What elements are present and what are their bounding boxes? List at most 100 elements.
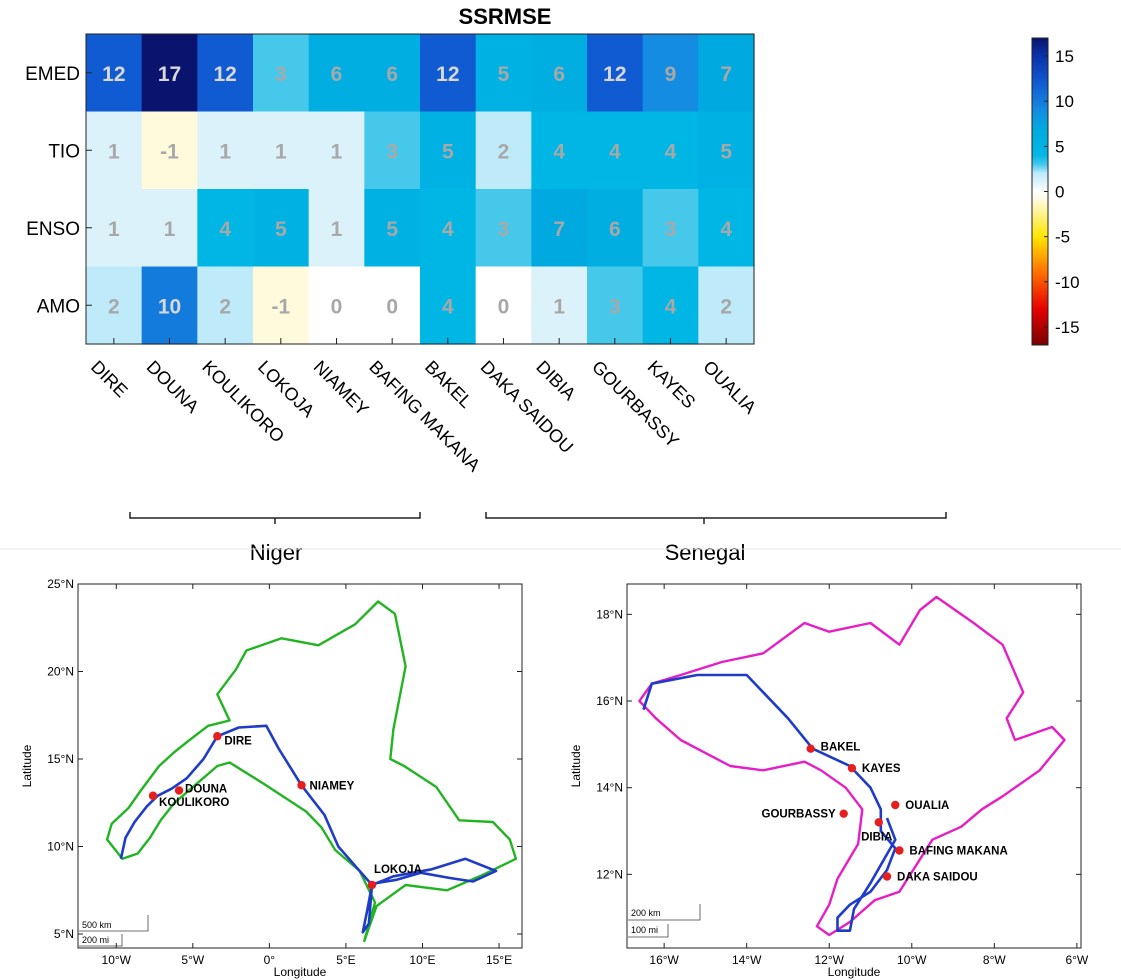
- station-label: DAKA SAIDOU: [897, 872, 978, 884]
- heatmap-cell-value: 4: [553, 140, 565, 163]
- map-ytick-label: 18°N: [596, 607, 623, 621]
- heatmap-cell-value: 6: [386, 63, 398, 86]
- station-marker: [806, 744, 814, 752]
- station-label: LOKOJA: [374, 864, 422, 876]
- station-marker: [175, 786, 183, 794]
- station-marker: [891, 801, 899, 809]
- niger-scale-km: 500 km: [82, 920, 112, 930]
- heatmap-cell-value: 5: [275, 218, 287, 241]
- senegal-scale-mi: 100 mi: [631, 925, 658, 935]
- column-label: OUALIA: [699, 357, 760, 418]
- station-label: DIRE: [224, 735, 252, 747]
- heatmap-cell-value: 7: [720, 63, 732, 86]
- station-label: DIBIA: [861, 831, 892, 843]
- station-marker: [883, 872, 891, 880]
- colorbar-tick-label: -15: [1055, 318, 1080, 337]
- station-marker: [368, 881, 376, 889]
- station-label: BAFING MAKANA: [909, 846, 1007, 858]
- senegal-map: 16°W 14°W 12°W 10°W 8°W 6°W 12°N 14°N 16°N 18°N B…: [569, 584, 1089, 979]
- heatmap-cell-value: 7: [553, 218, 565, 241]
- station-label: KOULIKORO: [159, 797, 229, 809]
- heatmap-cell-value: 4: [665, 140, 677, 163]
- heatmap-cells: 12 17 12 3 6 6 12 5 6 12 9 71 -1 1 1 1 3 5 2 4 4 4 51 1 4 5 1 5 4 3 7 6…: [86, 34, 755, 345]
- station-label: KAYES: [862, 763, 901, 775]
- heatmap-cell-value: 4: [219, 218, 231, 241]
- heatmap-cell-value: 3: [665, 218, 677, 241]
- column-label: DOUNA: [143, 357, 203, 417]
- heatmap-panel: SSRMSE 12 17 12 3 6 6 12 5 6 12 9 71 -1 1 1 1 3 5 2 4 4 4 51 1 4…: [25, 4, 1079, 565]
- heatmap-cell-value: 1: [331, 140, 343, 163]
- station-marker: [149, 792, 157, 800]
- heatmap-cell-value: 10: [158, 295, 181, 318]
- map-ytick-label: 14°N: [596, 781, 623, 795]
- heatmap-cell-value: 0: [386, 295, 398, 318]
- heatmap-cell-value: 1: [553, 295, 565, 318]
- heatmap-cell-value: 3: [386, 140, 398, 163]
- station-label: OUALIA: [905, 800, 949, 812]
- heatmap-cell-value: 0: [498, 295, 510, 318]
- station-marker: [213, 732, 221, 740]
- heatmap-cell-value: 4: [665, 295, 677, 318]
- heatmap-cell-value: 5: [442, 140, 454, 163]
- row-label: AMO: [37, 296, 80, 317]
- colorbar-tick-label: 15: [1055, 47, 1074, 66]
- heatmap-cell-value: 1: [108, 218, 120, 241]
- map-ytick-label: 25°N: [47, 577, 74, 591]
- heatmap-cell-value: 3: [609, 295, 621, 318]
- heatmap-cell-value: 6: [609, 218, 621, 241]
- station-marker: [839, 809, 847, 817]
- niger-scale-mi: 200 mi: [82, 935, 109, 945]
- map-ytick-label: 15°N: [47, 752, 74, 766]
- station-marker: [297, 781, 305, 789]
- heatmap-cell-value: 2: [498, 140, 510, 163]
- station-marker: [875, 818, 883, 826]
- heatmap-cell-value: 3: [275, 63, 287, 86]
- heatmap-cell-value: 5: [498, 63, 510, 86]
- station-label: DOUNA: [185, 784, 227, 796]
- niger-ylabel: Latitude: [20, 744, 34, 787]
- map-ytick-label: 16°N: [596, 694, 623, 708]
- map-xtick-label: 6°W: [1065, 953, 1088, 967]
- map-xtick-label: 5°W: [181, 953, 204, 967]
- heatmap-cell-value: 5: [386, 218, 398, 241]
- niger-map: 10°W 5°W 0° 5°E 10°E 15°E5°N10°N15°N20°N25°N …: [20, 577, 522, 979]
- heatmap-cell-value: 12: [603, 63, 626, 86]
- senegal-xlabel: Longitude: [828, 965, 881, 979]
- colorbar-tick-label: 5: [1055, 137, 1064, 156]
- station-label: BAKEL: [821, 742, 861, 754]
- niger-bracket: [130, 512, 420, 524]
- heatmap-column-labels: DIRE DOUNAKOULIKOROLOKOJANIAMEYBAFING MAK…: [87, 338, 760, 476]
- heatmap-cell-value: 5: [720, 140, 732, 163]
- row-label: TIO: [48, 141, 80, 162]
- map-xtick-label: 10°W: [102, 953, 132, 967]
- map-xtick-label: 5°E: [336, 953, 355, 967]
- colorbar-tick-label: -10: [1055, 273, 1080, 292]
- heatmap-cell-value: 2: [720, 295, 732, 318]
- heatmap-cell-value: 1: [331, 218, 343, 241]
- column-label: KAYES: [644, 357, 700, 413]
- heatmap-cell-value: -1: [271, 295, 290, 318]
- niger-xlabel: Longitude: [274, 965, 327, 979]
- heatmap-cell-value: 12: [213, 63, 236, 86]
- senegal-group-label: Senegal: [665, 540, 746, 565]
- heatmap-cell-value: 2: [108, 295, 120, 318]
- heatmap-cell-value: 2: [219, 295, 231, 318]
- map-ytick-label: 10°N: [47, 840, 74, 854]
- column-label: DIRE: [87, 357, 132, 402]
- heatmap-cell-value: 3: [498, 218, 510, 241]
- niger-map-frame: [78, 584, 522, 948]
- heatmap-cell-value: 1: [219, 140, 231, 163]
- niger-group-label: Niger: [250, 540, 303, 565]
- heatmap-cell-value: 4: [442, 218, 454, 241]
- heatmap-cell-value: 9: [665, 63, 677, 86]
- heatmap-cell-value: 4: [442, 295, 454, 318]
- row-label: EMED: [25, 64, 80, 85]
- station-marker: [895, 846, 903, 854]
- colorbar-tick-label: 10: [1055, 92, 1074, 111]
- heatmap-cell-value: 6: [331, 63, 343, 86]
- heatmap-title: SSRMSE: [459, 4, 552, 29]
- heatmap-cell-value: 6: [553, 63, 565, 86]
- map-ytick-label: 20°N: [47, 665, 74, 679]
- senegal-bracket: [486, 512, 946, 524]
